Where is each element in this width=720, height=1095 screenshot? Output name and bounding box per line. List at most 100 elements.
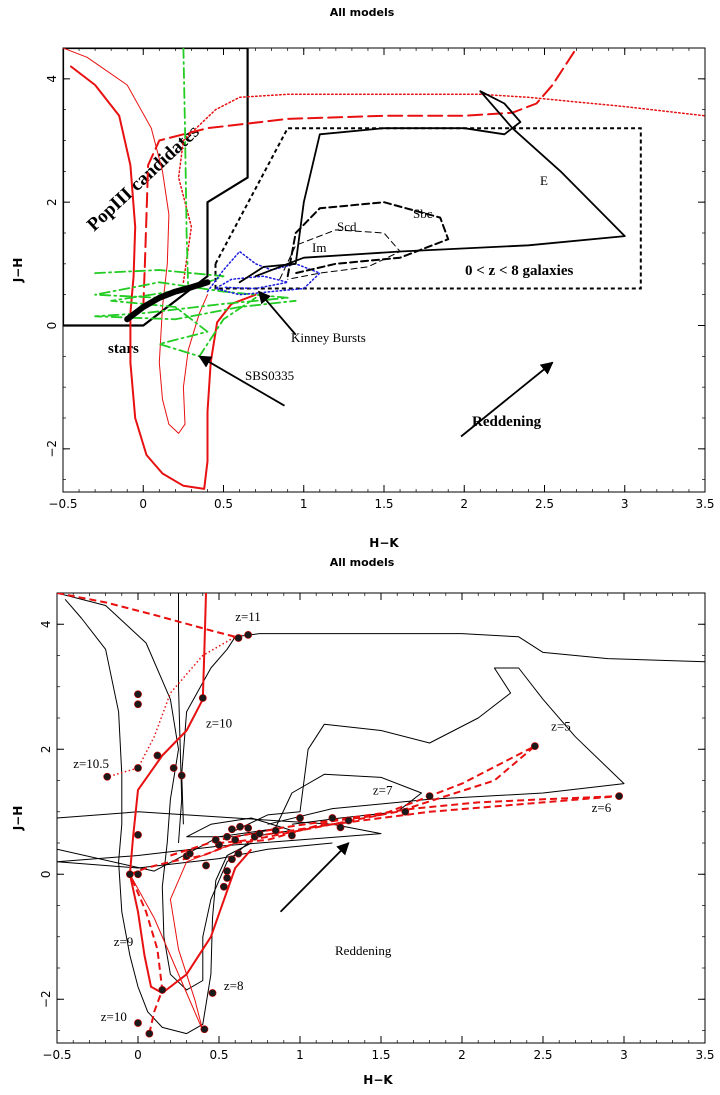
plot-area-1: [57, 593, 705, 1038]
redshift-marker: [615, 792, 624, 801]
series-line-1: [63, 48, 208, 434]
redshift-label: z=11: [235, 609, 261, 624]
reddening-label-top: Reddening: [472, 414, 542, 430]
redshift-marker: [200, 1025, 209, 1034]
redshift-marker: [228, 855, 236, 864]
x-tick-label: 0.5: [209, 1048, 228, 1062]
series-line-3: [177, 93, 705, 284]
x-tick-label: 2: [460, 497, 468, 511]
model-track-3: [234, 667, 625, 831]
redshift-marker: [244, 630, 253, 639]
redshift-label: z=6: [592, 800, 612, 815]
x-tick-label: 2.5: [533, 1048, 552, 1062]
top-panel: All models −0.5 0 0.5 1 1.5 2 2.5 3 3.5 −2 0 2 4 H−K…: [11, 6, 715, 550]
redshift-marker: [287, 831, 296, 840]
reddening-arrow: [279, 842, 350, 913]
galaxy-region: [214, 127, 642, 290]
redshift-marker: [223, 832, 231, 841]
redshift-marker: [134, 764, 142, 772]
x-tick-label: 3: [621, 497, 629, 511]
redshift-marker: [158, 985, 167, 994]
model-track-0: [64, 598, 252, 1035]
redshift-marker: [202, 861, 210, 870]
series-line-6: [206, 250, 321, 296]
redshift-label: z=8: [224, 978, 244, 993]
x-tick-label: 2: [458, 1048, 466, 1062]
y-tick-label: 4: [39, 620, 53, 628]
redshift-marker: [234, 849, 243, 858]
redshift-marker: [177, 771, 186, 780]
sbs0335-label: SBS0335: [245, 368, 294, 383]
x-tick-label: 1: [296, 1048, 304, 1062]
redshift-label: z=7: [373, 782, 393, 797]
redshift-track-5: [57, 593, 236, 638]
x-tick-label: 0: [139, 497, 147, 511]
kinney-label: Kinney Bursts: [291, 330, 366, 345]
plot-area-0: [63, 48, 705, 490]
x-tick-label: 0: [134, 1048, 142, 1062]
galaxies-label: 0 < z < 8 galaxies: [465, 263, 573, 279]
y-tick-label: 0: [39, 870, 53, 878]
redshift-marker: [234, 634, 243, 642]
x-tick-label: −0.5: [48, 497, 77, 511]
model-track-5: [57, 817, 293, 872]
label-Im: Im: [312, 240, 326, 255]
model-track-2: [181, 633, 705, 825]
redshift-marker: [198, 694, 207, 702]
redshift-marker: [211, 835, 220, 844]
model-track-7: [178, 593, 183, 844]
redshift-marker: [401, 807, 410, 816]
redshift-marker: [531, 742, 539, 751]
label-E: E: [540, 173, 548, 188]
x-tick-label: 3.5: [695, 1048, 714, 1062]
y-tick-label: 0: [45, 322, 59, 330]
series-line-8: [286, 201, 450, 278]
x-tick-label: −0.5: [42, 1048, 71, 1062]
bottom-x-axis-label: H−K: [363, 1073, 393, 1087]
redshift-track-7: [128, 873, 164, 1034]
redshift-marker: [134, 1019, 142, 1027]
redshift-marker: [125, 870, 134, 879]
series-line-5: [94, 269, 257, 358]
redshift-marker: [145, 1029, 154, 1038]
redshift-marker: [185, 849, 194, 858]
redshift-marker: [228, 825, 236, 834]
series-line-9: [279, 229, 401, 280]
y-tick-label: 4: [45, 75, 59, 83]
y-tick-label: −2: [39, 990, 53, 1008]
redshift-track-3: [129, 745, 536, 876]
redshift-marker: [208, 989, 217, 997]
redshift-marker: [223, 874, 231, 882]
redshift-marker: [231, 835, 240, 844]
redshift-track-2: [129, 842, 236, 1031]
label-Scd: Scd: [337, 219, 357, 234]
y-tick-label: 2: [45, 198, 59, 206]
redshift-marker: [134, 700, 142, 709]
bottom-axis-ticks: −0.5 0 0.5 1 1.5 2 2.5 3 3.5 −2 0 2 4: [39, 592, 715, 1062]
x-tick-label: 0.5: [214, 497, 233, 511]
bottom-panel: All models −0.5 0 0.5 1 1.5 2 2.5 3 3.5 −2 0 2 4 H−K…: [11, 556, 715, 1087]
series-line-4: [94, 48, 297, 321]
redshift-marker: [134, 690, 142, 699]
redshift-marker: [336, 823, 345, 832]
redshift-marker: [103, 772, 112, 781]
top-chart-title: All models: [330, 6, 395, 19]
redshift-label: z=10: [101, 1009, 127, 1024]
redshift-marker: [153, 751, 162, 760]
series-line-10: [124, 279, 211, 323]
model-track-1: [57, 593, 252, 991]
x-tick-label: 3: [620, 1048, 628, 1062]
redshift-marker: [244, 824, 253, 832]
series-line-0: [70, 65, 257, 490]
redshift-marker: [223, 867, 231, 876]
top-y-axis-label: J−H: [11, 258, 25, 284]
redshift-marker: [271, 826, 280, 835]
redshift-marker: [134, 830, 142, 839]
series-line-7: [238, 90, 626, 284]
redshift-label: z=5: [551, 719, 571, 734]
y-tick-label: −2: [45, 440, 59, 458]
x-tick-label: 1: [300, 497, 308, 511]
redshift-marker: [134, 870, 142, 879]
redshift-track-4: [170, 795, 621, 857]
